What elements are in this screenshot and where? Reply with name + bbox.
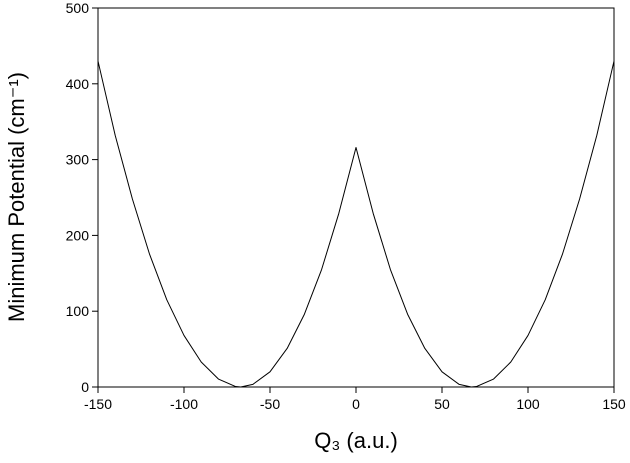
y-tick-label: 0 [81,379,89,395]
y-tick-label: 500 [66,0,90,16]
x-tick-label: -150 [84,396,112,412]
line-series [97,60,615,388]
x-tick-label: -50 [260,396,280,412]
y-tick-label: 100 [66,303,90,319]
x-tick-label: 0 [352,396,360,412]
y-tick-label: 300 [66,152,90,168]
x-axis-label: Q₃ (a.u.) [314,428,398,453]
x-tick-label: 100 [516,396,540,412]
x-tick-label: 50 [434,396,450,412]
x-tick-label: 150 [602,396,626,412]
y-tick-label: 400 [66,76,90,92]
y-axis-label: Minimum Potential (cm⁻¹) [4,72,29,322]
plot-frame [97,7,615,388]
x-tick-label: -100 [170,396,198,412]
y-tick-label: 200 [66,227,90,243]
